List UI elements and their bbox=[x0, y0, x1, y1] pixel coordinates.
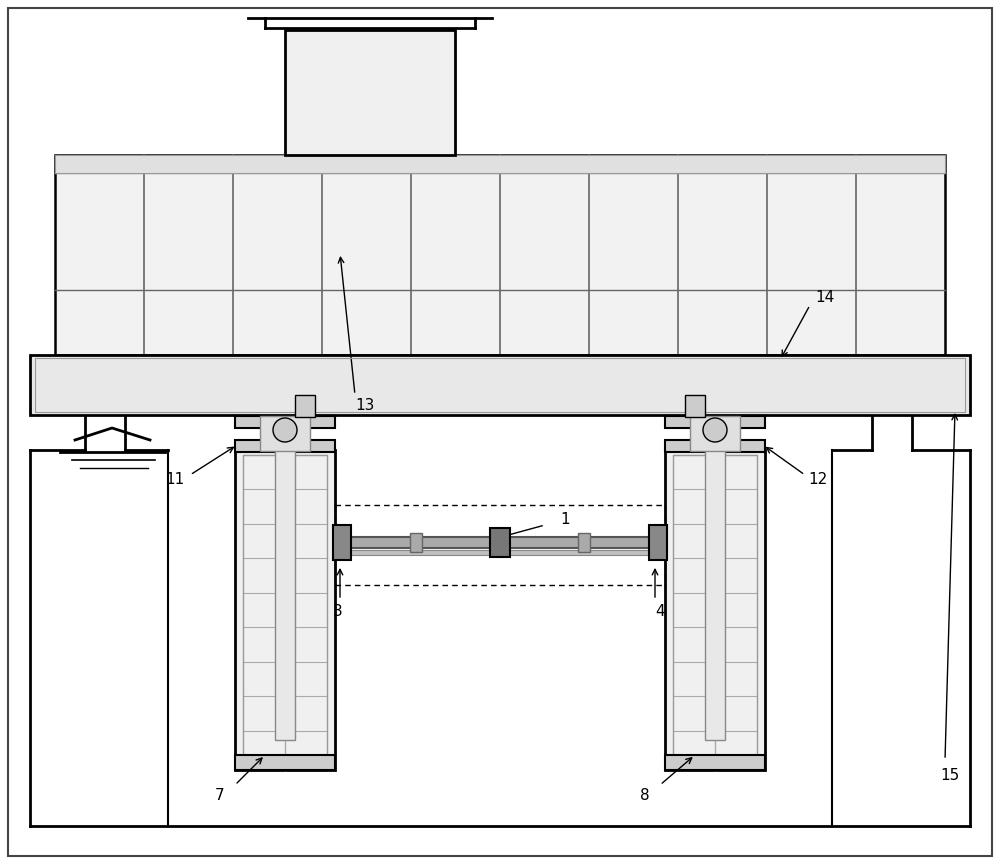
Bar bbox=[333, 525, 351, 560]
Bar bbox=[705, 450, 725, 740]
Bar bbox=[243, 455, 327, 765]
Bar bbox=[685, 395, 705, 417]
Bar bbox=[285, 30, 455, 155]
Bar bbox=[665, 450, 765, 770]
Bar bbox=[55, 155, 945, 355]
Bar bbox=[295, 395, 315, 417]
Bar bbox=[260, 416, 310, 451]
Bar bbox=[410, 533, 422, 552]
Text: 7: 7 bbox=[215, 787, 225, 803]
Text: 4: 4 bbox=[655, 605, 665, 619]
Bar bbox=[30, 355, 970, 415]
Bar bbox=[690, 416, 740, 451]
Bar bbox=[490, 528, 510, 557]
Bar bbox=[235, 755, 335, 770]
Bar bbox=[673, 455, 757, 765]
Bar bbox=[235, 440, 335, 452]
Bar bbox=[340, 550, 660, 555]
Bar bbox=[235, 416, 335, 428]
Bar bbox=[340, 537, 660, 548]
Bar bbox=[649, 525, 667, 560]
Circle shape bbox=[273, 418, 297, 442]
Bar bbox=[578, 533, 590, 552]
Text: 8: 8 bbox=[640, 787, 650, 803]
Text: 12: 12 bbox=[808, 473, 828, 487]
Bar bbox=[35, 358, 965, 412]
Text: 3: 3 bbox=[333, 605, 343, 619]
Bar bbox=[665, 440, 765, 452]
Text: 14: 14 bbox=[815, 290, 835, 306]
Bar bbox=[665, 755, 765, 770]
Bar bbox=[55, 155, 945, 173]
Bar bbox=[665, 416, 765, 428]
Text: 1: 1 bbox=[560, 512, 570, 528]
Circle shape bbox=[703, 418, 727, 442]
Text: 15: 15 bbox=[940, 767, 960, 783]
Bar bbox=[275, 450, 295, 740]
Text: 13: 13 bbox=[355, 398, 375, 414]
Text: 11: 11 bbox=[165, 473, 185, 487]
Bar bbox=[235, 450, 335, 770]
